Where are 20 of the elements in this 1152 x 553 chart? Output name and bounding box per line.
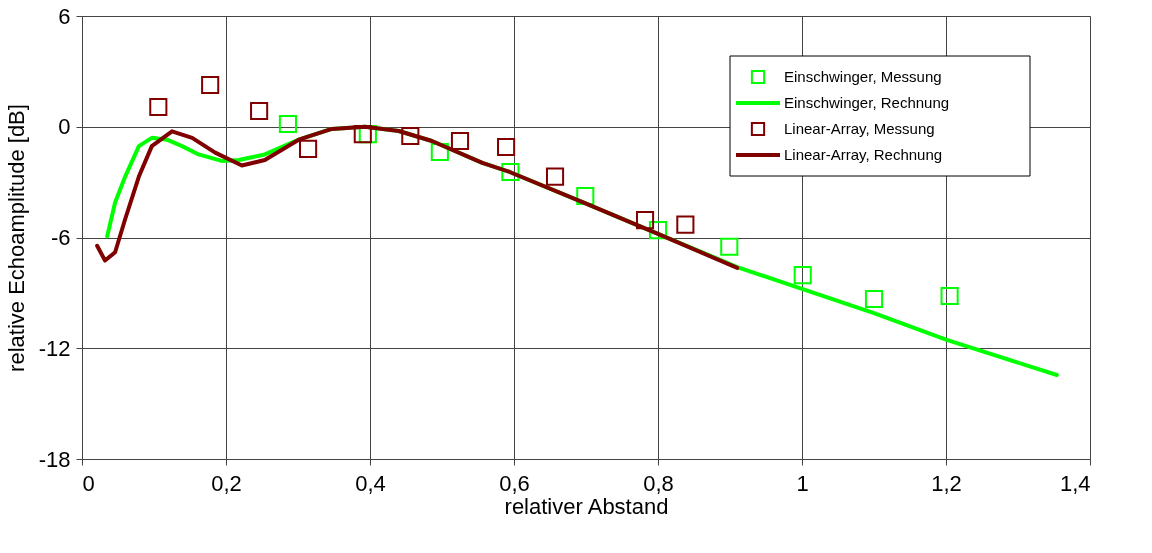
line-series — [95, 124, 740, 270]
legend-label: Linear-Array, Messung — [784, 120, 935, 137]
x-tick-label: 1,2 — [931, 470, 962, 496]
y-axis-title: relative Echoamplitude [dB] — [3, 104, 29, 372]
x-tick-label: 0,6 — [499, 470, 530, 496]
x-tick-label: 0,4 — [355, 470, 386, 496]
x-tick-label: 0,8 — [643, 470, 674, 496]
y-tick-label: 6 — [58, 3, 71, 29]
legend-label: Einschwinger, Rechnung — [784, 94, 950, 111]
y-tick-label: 0 — [58, 114, 71, 140]
y-tick-label: -18 — [38, 446, 71, 472]
legend-label: Einschwinger, Messung — [784, 68, 942, 85]
x-axis-title: relativer Abstand — [504, 493, 669, 519]
legend-label: Linear-Array, Rechnung — [784, 146, 943, 163]
x-tick-label: 1,4 — [1059, 470, 1091, 496]
y-tick-label: -12 — [38, 335, 71, 361]
x-tick-label: 0,2 — [211, 470, 242, 496]
x-tick-label: 1 — [796, 470, 809, 496]
x-tick-label: 0 — [82, 470, 95, 496]
y-tick-label: -6 — [50, 225, 71, 250]
